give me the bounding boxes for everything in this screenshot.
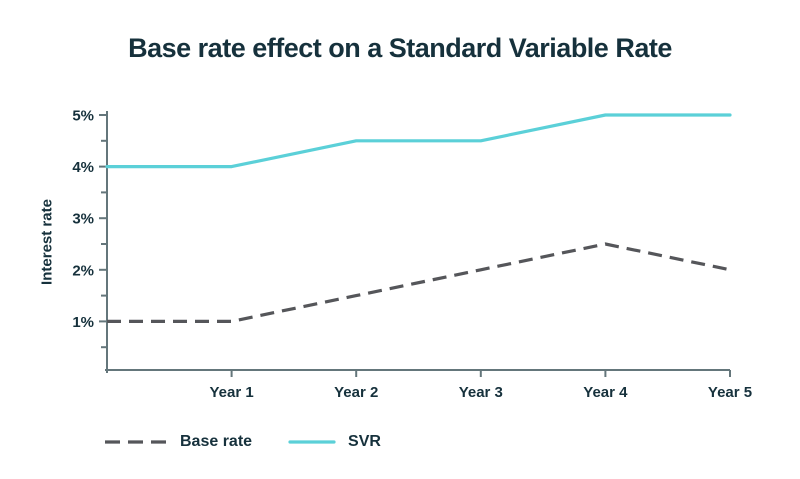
x-tick-label: Year 3 (459, 384, 503, 401)
y-tick-label: 1% (72, 314, 94, 331)
chart-title: Base rate effect on a Standard Variable … (128, 33, 672, 63)
base-rate-line (107, 242, 731, 323)
legend-item-svr: SVR (288, 433, 381, 451)
base-rate-dashed-swatch-icon (105, 440, 166, 444)
x-tick-label: Year 5 (708, 384, 752, 401)
legend-label-svr: SVR (348, 433, 381, 450)
x-tick-label: Year 4 (583, 384, 628, 401)
y-tick-label: 3% (72, 211, 94, 228)
svr-line (105, 113, 732, 169)
x-tick-label: Year 2 (334, 384, 378, 401)
legend: Base rate SVR (104, 433, 381, 451)
y-tick-label: 5% (72, 108, 94, 125)
x-tick-label: Year 1 (209, 384, 253, 401)
svr-solid-swatch-icon (288, 440, 336, 444)
y-tick-label: 4% (72, 159, 94, 176)
y-tick-label: 2% (72, 262, 94, 279)
legend-label-base-rate: Base rate (180, 433, 253, 450)
legend-item-base-rate: Base rate (104, 433, 252, 451)
